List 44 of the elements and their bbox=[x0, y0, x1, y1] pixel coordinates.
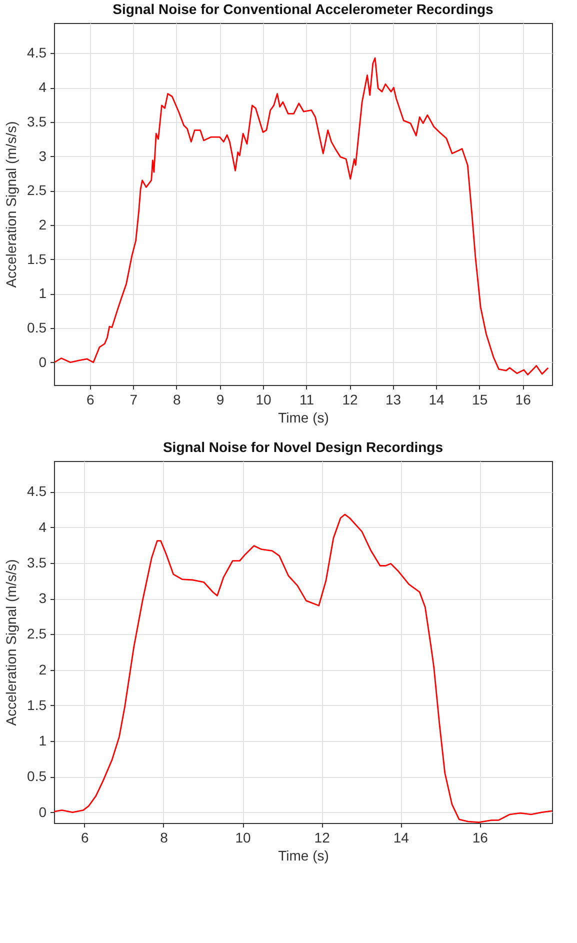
x-tick-label: 6 bbox=[86, 392, 95, 408]
x-tick-label: 10 bbox=[256, 392, 272, 408]
y-tick-label: 4.5 bbox=[27, 44, 47, 61]
y-tick-label: 2 bbox=[38, 216, 47, 232]
chart-title: Signal Noise for Conventional Accelerometer Recordings bbox=[112, 1, 494, 17]
y-tick-label: 1 bbox=[38, 732, 47, 749]
y-tick-label: 2 bbox=[38, 661, 47, 678]
x-axis-title: Time (s) bbox=[278, 410, 329, 426]
y-tick-label: 4 bbox=[38, 518, 47, 535]
y-tick-label: 3 bbox=[38, 590, 47, 606]
y-tick-label: 0.5 bbox=[27, 768, 47, 784]
line-series bbox=[54, 57, 549, 376]
y-tick-label: 1 bbox=[38, 285, 47, 302]
x-tick-label: 8 bbox=[160, 830, 168, 846]
x-tick-label: 7 bbox=[130, 392, 138, 408]
y-tick-label: 0.5 bbox=[27, 319, 47, 336]
x-tick-label: 10 bbox=[235, 830, 252, 846]
y-tick-label: 2.5 bbox=[27, 182, 47, 198]
y-tick-label: 4.5 bbox=[27, 483, 47, 500]
x-tick-label: 16 bbox=[515, 392, 532, 408]
y-axis-title: Acceleration Signal (m/s/s) bbox=[3, 121, 20, 288]
y-tick-label: 0 bbox=[38, 354, 47, 370]
y-axis-title: Acceleration Signal (m/s/s) bbox=[3, 559, 20, 726]
x-tick-label: 12 bbox=[314, 830, 330, 846]
y-tick-label: 0 bbox=[38, 804, 47, 820]
x-tick-label: 12 bbox=[342, 392, 358, 408]
x-tick-label: 6 bbox=[81, 830, 90, 846]
x-tick-label: 11 bbox=[299, 392, 314, 408]
y-tick-label: 1.5 bbox=[27, 250, 47, 267]
x-tick-label: 9 bbox=[216, 392, 224, 408]
x-tick-label: 13 bbox=[385, 392, 402, 408]
chart-title: Signal Noise for Novel Design Recordings bbox=[162, 439, 444, 455]
y-tick-label: 2.5 bbox=[27, 626, 47, 642]
x-axis-title: Time (s) bbox=[278, 848, 329, 864]
y-tick-label: 4 bbox=[38, 79, 47, 96]
x-tick-label: 16 bbox=[472, 830, 488, 846]
y-tick-label: 3.5 bbox=[27, 554, 47, 570]
x-tick-label: 14 bbox=[393, 830, 410, 846]
y-tick-label: 1.5 bbox=[27, 696, 47, 713]
x-tick-label: 15 bbox=[472, 392, 488, 408]
y-tick-label: 3.5 bbox=[27, 113, 47, 130]
x-tick-label: 14 bbox=[428, 392, 445, 408]
x-tick-label: 8 bbox=[173, 392, 182, 408]
y-tick-label: 3 bbox=[38, 148, 47, 164]
